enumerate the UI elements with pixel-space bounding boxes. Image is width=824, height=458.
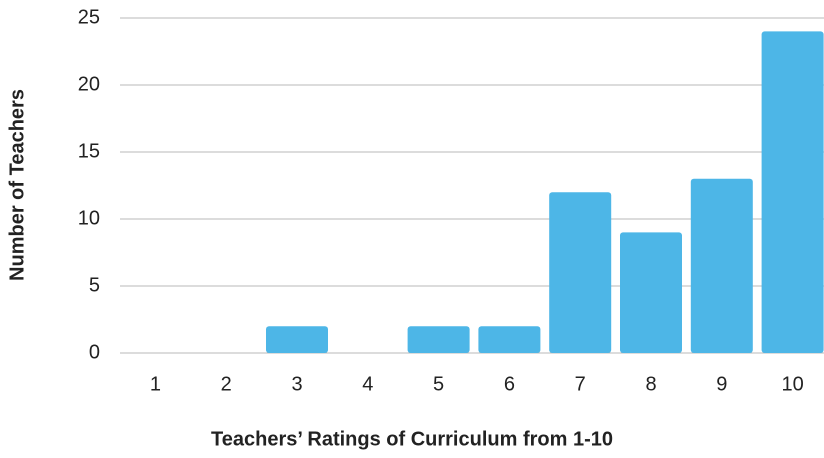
y-tick-label: 15: [78, 140, 100, 162]
x-tick-label: 8: [645, 373, 656, 395]
bar: [690, 178, 753, 353]
y-tick-label: 25: [78, 6, 100, 28]
bar: [266, 326, 328, 353]
x-tick-label: 9: [716, 373, 727, 395]
bar: [620, 232, 682, 353]
y-tick-label: 5: [89, 274, 100, 296]
y-tick-label: 20: [78, 73, 100, 95]
bar: [407, 326, 470, 353]
x-tick-label: 3: [291, 373, 302, 395]
x-tick-label: 4: [362, 373, 373, 395]
bar: [478, 326, 541, 353]
y-axis-title: Number of Teachers: [6, 89, 28, 281]
bar: [549, 192, 612, 353]
x-tick-label: 6: [504, 373, 515, 395]
x-axis-title: Teachers’ Ratings of Curriculum from 1-1…: [211, 428, 613, 450]
y-tick-label: 0: [89, 341, 100, 363]
y-tick-label: 10: [78, 207, 100, 229]
x-tick-label: 7: [575, 373, 586, 395]
x-tick-label: 1: [150, 373, 161, 395]
x-tick-label: 2: [221, 373, 232, 395]
x-tick-label: 5: [433, 373, 444, 395]
bar: [761, 31, 824, 354]
x-tick-label: 10: [781, 373, 803, 395]
